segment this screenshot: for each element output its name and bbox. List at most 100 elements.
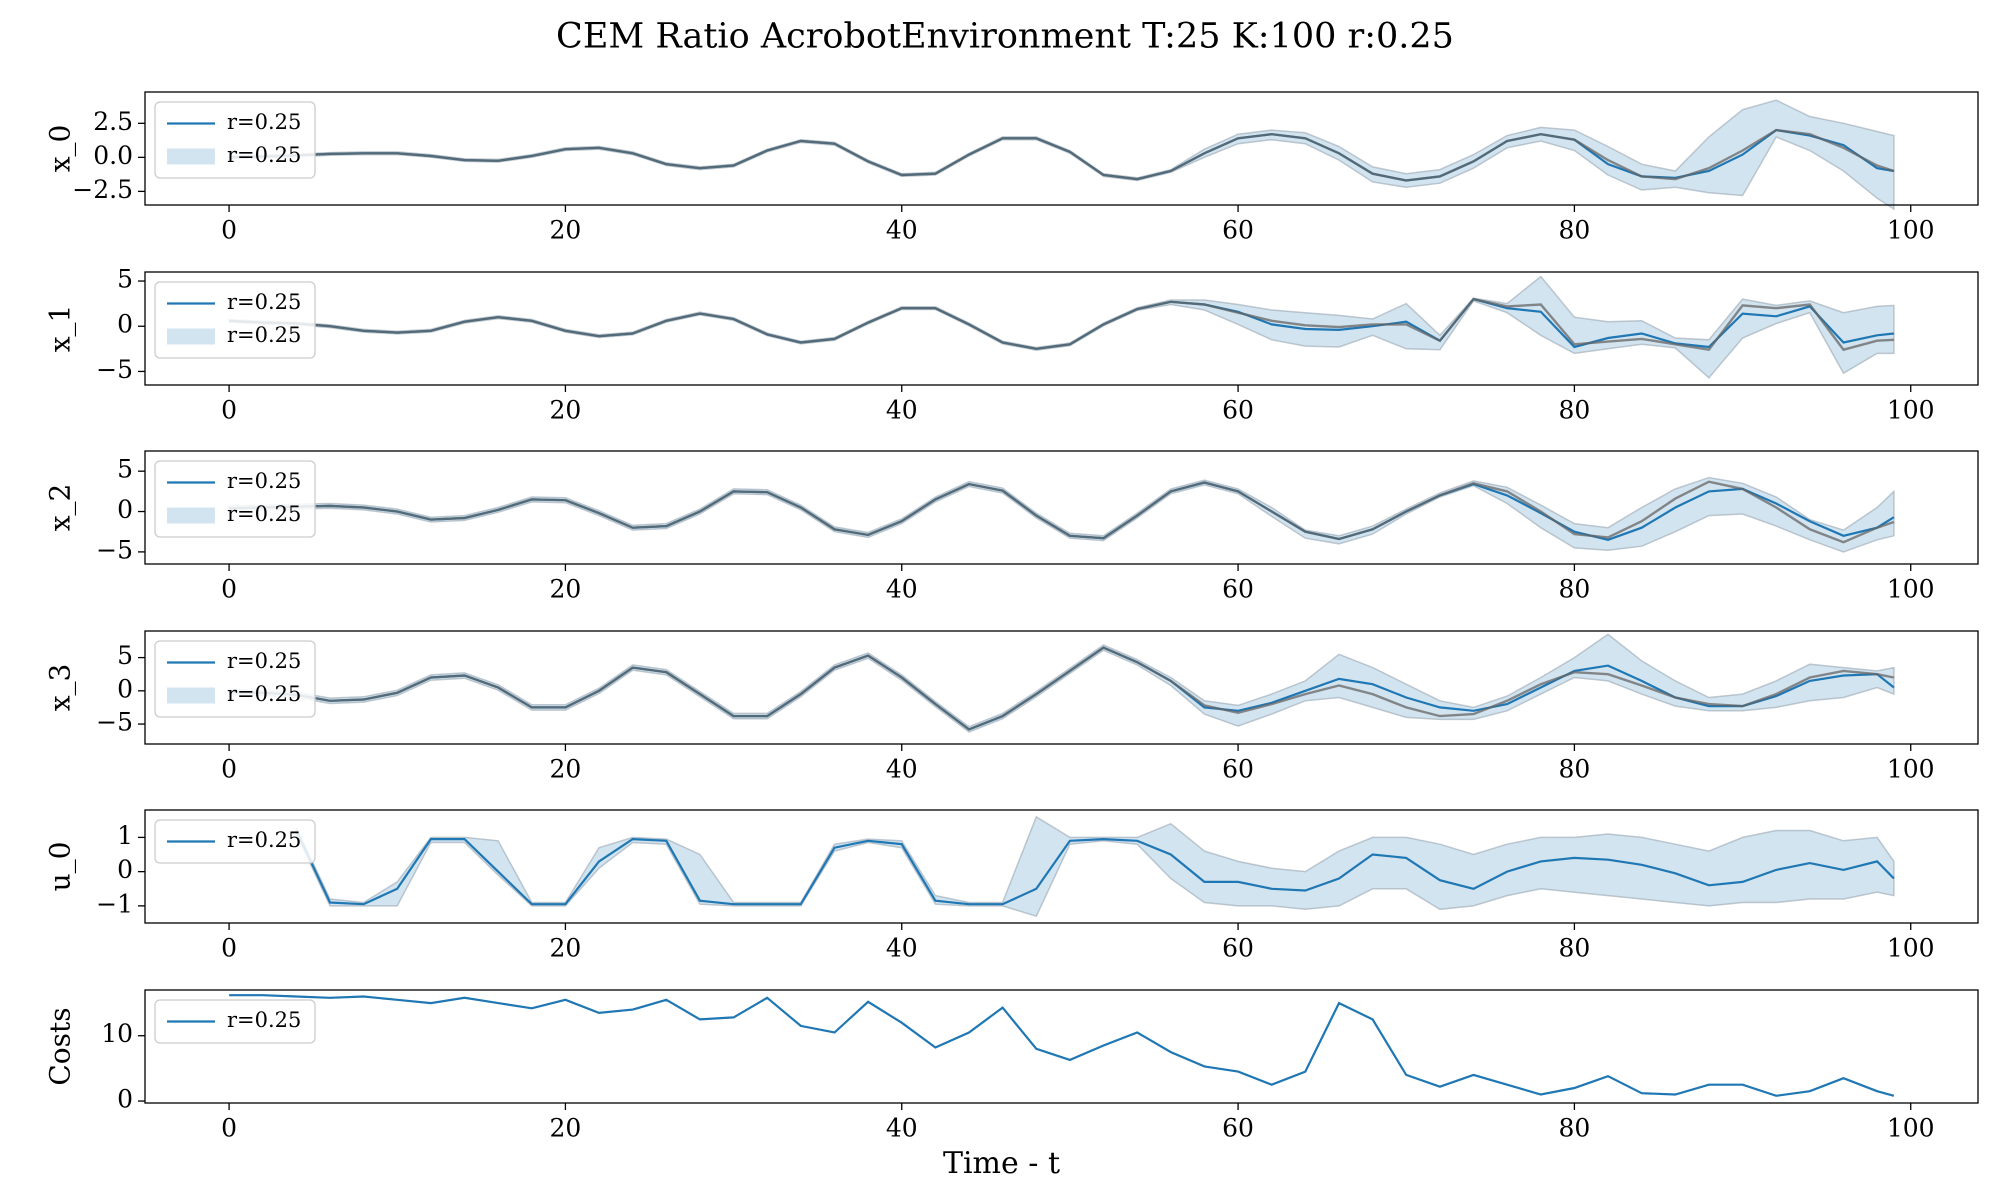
y-tick-label: −1: [96, 889, 133, 918]
y-tick-label: 2.5: [93, 107, 133, 136]
y-tick-label: 0: [117, 1085, 133, 1114]
axes-frame: [144, 809, 1979, 924]
x-tick-label: 60: [1222, 755, 1254, 784]
legend-label: r=0.25: [227, 828, 301, 852]
subplot: −5 0 5 0 20 40 60 80 100 x_1 r=0.25 r=0.25: [44, 265, 1979, 425]
x-tick-label: 0: [221, 216, 237, 245]
legend-box: [154, 819, 316, 864]
subplot: −5 0 5 0 20 40 60 80 100 x_2 r=0.25 r=0.25: [44, 450, 1979, 604]
axes-frame: [144, 91, 1979, 206]
y-tick-label: 0: [117, 495, 133, 524]
uncertainty-band: [228, 633, 1895, 733]
y-tick-label: −5: [96, 708, 133, 737]
mean-line: [295, 830, 1895, 906]
y-tick-label: 5: [117, 641, 133, 670]
x-tick-label: 80: [1558, 755, 1590, 784]
x-tick-label: 100: [1887, 216, 1935, 245]
x-tick-label: 100: [1887, 396, 1935, 425]
x-tick-label: 80: [1558, 1114, 1590, 1143]
x-tick-label: 80: [1558, 396, 1590, 425]
x-tick-label: 20: [550, 216, 582, 245]
x-tick-label: 0: [221, 934, 237, 963]
x-tick-label: 100: [1887, 934, 1935, 963]
subplot: −2.5 0.0 2.5 0 20 40 60 80 100 x_0 r=0.25 r=0.25: [44, 91, 1979, 245]
legend-box: [154, 999, 316, 1044]
x-tick-label: 0: [221, 575, 237, 604]
legend-label: r=0.25: [227, 290, 301, 314]
x-tick-label: 20: [550, 934, 582, 963]
x-tick-label: 40: [886, 755, 918, 784]
legend-label: r=0.25: [227, 110, 301, 134]
legend-swatch: [167, 507, 215, 524]
y-axis-label: x_2: [44, 484, 77, 532]
x-tick-label: 60: [1222, 934, 1254, 963]
legend-label: r=0.25: [227, 323, 301, 347]
x-tick-label: 60: [1222, 216, 1254, 245]
legend-box: [154, 101, 316, 179]
x-tick-label: 80: [1558, 216, 1590, 245]
x-tick-label: 40: [886, 216, 918, 245]
legend-label: r=0.25: [227, 502, 301, 526]
y-tick-label: −2.5: [72, 175, 133, 204]
x-tick-label: 20: [550, 396, 582, 425]
y-tick-label: 0: [117, 855, 133, 884]
legend-label: r=0.25: [227, 143, 301, 167]
y-tick-label: 10: [101, 1019, 133, 1048]
legend-box: [154, 460, 316, 538]
uncertainty-band: [228, 99, 1895, 211]
legend-swatch: [167, 148, 215, 165]
y-tick-label: −5: [96, 355, 133, 384]
legend-label: r=0.25: [227, 649, 301, 673]
y-tick-label: 5: [117, 455, 133, 484]
legend-label: r=0.25: [227, 469, 301, 493]
axes-frame: [144, 989, 1979, 1104]
x-tick-label: 40: [886, 575, 918, 604]
legend-swatch: [167, 328, 215, 345]
y-axis-label: x_0: [44, 125, 77, 173]
legend-box: [154, 281, 316, 359]
x-tick-label: 40: [886, 1114, 918, 1143]
y-tick-label: 5: [117, 265, 133, 294]
mean-line: [229, 994, 1895, 1097]
x-tick-label: 60: [1222, 575, 1254, 604]
x-tick-label: 40: [886, 396, 918, 425]
reference-line: [229, 128, 1895, 182]
y-axis-label: Costs: [44, 1007, 77, 1085]
figure-title: CEM Ratio AcrobotEnvironment T:25 K:100 …: [556, 17, 1454, 57]
x-tick-label: 20: [550, 575, 582, 604]
x-tick-label: 60: [1222, 1114, 1254, 1143]
x-tick-label: 100: [1887, 1114, 1935, 1143]
axes-frame: [144, 630, 1979, 745]
x-tick-label: 80: [1558, 934, 1590, 963]
y-tick-label: 1: [117, 821, 133, 850]
y-tick-label: −5: [96, 535, 133, 564]
reference-line: [229, 646, 1895, 731]
reference-line: [229, 480, 1895, 544]
y-axis-label: x_3: [44, 664, 77, 712]
x-tick-label: 100: [1887, 755, 1935, 784]
subplot: −5 0 5 0 20 40 60 80 100 x_3 r=0.25 r=0.25: [44, 630, 1979, 784]
legend-label: r=0.25: [227, 1008, 301, 1032]
x-axis-label: Time - t: [943, 1146, 1060, 1181]
y-tick-label: 0: [117, 674, 133, 703]
y-axis-label: x_1: [44, 305, 77, 353]
axes-frame: [144, 271, 1979, 386]
x-tick-label: 20: [550, 755, 582, 784]
uncertainty-band: [228, 275, 1895, 379]
x-tick-label: 40: [886, 934, 918, 963]
x-tick-label: 60: [1222, 396, 1254, 425]
legend-swatch: [167, 687, 215, 704]
x-tick-label: 0: [221, 1114, 237, 1143]
y-tick-label: 0.0: [93, 141, 133, 170]
y-axis-label: u_0: [44, 842, 77, 892]
axes-frame: [144, 450, 1979, 565]
legend-box: [154, 640, 316, 718]
y-tick-label: 0: [117, 310, 133, 339]
x-tick-label: 20: [550, 1114, 582, 1143]
x-tick-label: 100: [1887, 575, 1935, 604]
legend-label: r=0.25: [227, 682, 301, 706]
